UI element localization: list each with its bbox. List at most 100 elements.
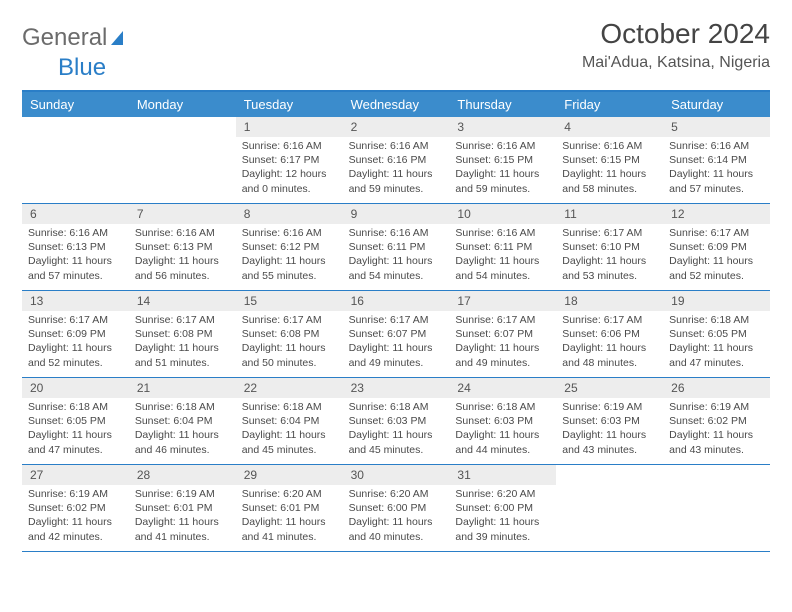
calendar-cell: 19Sunrise: 6:18 AMSunset: 6:05 PMDayligh… [663, 291, 770, 377]
day-content: Sunrise: 6:16 AMSunset: 6:13 PMDaylight:… [22, 224, 129, 287]
sunset-text: Sunset: 6:05 PM [669, 327, 764, 341]
sunset-text: Sunset: 6:00 PM [455, 501, 550, 515]
day-number: 27 [22, 465, 129, 485]
sunset-text: Sunset: 6:00 PM [349, 501, 444, 515]
calendar-cell: 26Sunrise: 6:19 AMSunset: 6:02 PMDayligh… [663, 378, 770, 464]
sunrise-text: Sunrise: 6:16 AM [349, 139, 444, 153]
day-content: Sunrise: 6:18 AMSunset: 6:03 PMDaylight:… [449, 398, 556, 461]
month-title: October 2024 [582, 18, 770, 50]
calendar-cell: 5Sunrise: 6:16 AMSunset: 6:14 PMDaylight… [663, 117, 770, 203]
day-content: Sunrise: 6:16 AMSunset: 6:15 PMDaylight:… [556, 137, 663, 200]
sunrise-text: Sunrise: 6:17 AM [349, 313, 444, 327]
day-number: 8 [236, 204, 343, 224]
daylight-line2: and 57 minutes. [669, 182, 764, 196]
calendar-cell: 7Sunrise: 6:16 AMSunset: 6:13 PMDaylight… [129, 204, 236, 290]
calendar-cell: 4Sunrise: 6:16 AMSunset: 6:15 PMDaylight… [556, 117, 663, 203]
calendar-cell: 31Sunrise: 6:20 AMSunset: 6:00 PMDayligh… [449, 465, 556, 551]
sunrise-text: Sunrise: 6:17 AM [242, 313, 337, 327]
week-row: 1Sunrise: 6:16 AMSunset: 6:17 PMDaylight… [22, 117, 770, 204]
sunset-text: Sunset: 6:17 PM [242, 153, 337, 167]
sunset-text: Sunset: 6:09 PM [28, 327, 123, 341]
daylight-line2: and 55 minutes. [242, 269, 337, 283]
day-content: Sunrise: 6:17 AMSunset: 6:09 PMDaylight:… [663, 224, 770, 287]
sunset-text: Sunset: 6:02 PM [28, 501, 123, 515]
daylight-line1: Daylight: 11 hours [28, 515, 123, 529]
sunrise-text: Sunrise: 6:18 AM [455, 400, 550, 414]
day-content: Sunrise: 6:16 AMSunset: 6:14 PMDaylight:… [663, 137, 770, 200]
week-row: 6Sunrise: 6:16 AMSunset: 6:13 PMDaylight… [22, 204, 770, 291]
sunset-text: Sunset: 6:15 PM [562, 153, 657, 167]
calendar-cell [556, 465, 663, 551]
daylight-line2: and 50 minutes. [242, 356, 337, 370]
sunrise-text: Sunrise: 6:17 AM [562, 226, 657, 240]
daylight-line2: and 41 minutes. [135, 530, 230, 544]
daylight-line1: Daylight: 11 hours [455, 428, 550, 442]
daylight-line1: Daylight: 11 hours [562, 254, 657, 268]
sunrise-text: Sunrise: 6:20 AM [455, 487, 550, 501]
calendar-cell: 23Sunrise: 6:18 AMSunset: 6:03 PMDayligh… [343, 378, 450, 464]
daylight-line1: Daylight: 11 hours [135, 428, 230, 442]
sunrise-text: Sunrise: 6:17 AM [135, 313, 230, 327]
sunset-text: Sunset: 6:09 PM [669, 240, 764, 254]
location: Mai'Adua, Katsina, Nigeria [582, 54, 770, 72]
sunrise-text: Sunrise: 6:17 AM [669, 226, 764, 240]
day-number: 23 [343, 378, 450, 398]
day-number: 18 [556, 291, 663, 311]
daylight-line1: Daylight: 11 hours [135, 254, 230, 268]
daylight-line2: and 52 minutes. [669, 269, 764, 283]
sunset-text: Sunset: 6:03 PM [455, 414, 550, 428]
day-number: 28 [129, 465, 236, 485]
sunrise-text: Sunrise: 6:19 AM [562, 400, 657, 414]
calendar-cell [22, 117, 129, 203]
day-header-cell: Saturday [663, 92, 770, 117]
daylight-line2: and 44 minutes. [455, 443, 550, 457]
day-content: Sunrise: 6:20 AMSunset: 6:00 PMDaylight:… [343, 485, 450, 548]
day-header-cell: Tuesday [236, 92, 343, 117]
day-number: 2 [343, 117, 450, 137]
calendar-cell: 16Sunrise: 6:17 AMSunset: 6:07 PMDayligh… [343, 291, 450, 377]
daylight-line2: and 59 minutes. [455, 182, 550, 196]
day-content: Sunrise: 6:17 AMSunset: 6:07 PMDaylight:… [343, 311, 450, 374]
day-content: Sunrise: 6:17 AMSunset: 6:08 PMDaylight:… [236, 311, 343, 374]
sunrise-text: Sunrise: 6:18 AM [349, 400, 444, 414]
day-content: Sunrise: 6:19 AMSunset: 6:01 PMDaylight:… [129, 485, 236, 548]
daylight-line2: and 54 minutes. [349, 269, 444, 283]
daylight-line1: Daylight: 11 hours [28, 341, 123, 355]
logo-word2: Blue [58, 54, 118, 82]
day-content: Sunrise: 6:16 AMSunset: 6:17 PMDaylight:… [236, 137, 343, 200]
calendar-cell: 29Sunrise: 6:20 AMSunset: 6:01 PMDayligh… [236, 465, 343, 551]
day-content: Sunrise: 6:18 AMSunset: 6:04 PMDaylight:… [236, 398, 343, 461]
daylight-line1: Daylight: 11 hours [455, 167, 550, 181]
daylight-line1: Daylight: 12 hours [242, 167, 337, 181]
calendar-cell: 17Sunrise: 6:17 AMSunset: 6:07 PMDayligh… [449, 291, 556, 377]
day-number: 29 [236, 465, 343, 485]
calendar-cell: 3Sunrise: 6:16 AMSunset: 6:15 PMDaylight… [449, 117, 556, 203]
day-content: Sunrise: 6:16 AMSunset: 6:12 PMDaylight:… [236, 224, 343, 287]
daylight-line1: Daylight: 11 hours [455, 515, 550, 529]
day-content: Sunrise: 6:19 AMSunset: 6:02 PMDaylight:… [22, 485, 129, 548]
calendar-cell: 11Sunrise: 6:17 AMSunset: 6:10 PMDayligh… [556, 204, 663, 290]
daylight-line2: and 43 minutes. [669, 443, 764, 457]
day-header-row: SundayMondayTuesdayWednesdayThursdayFrid… [22, 92, 770, 117]
daylight-line2: and 43 minutes. [562, 443, 657, 457]
daylight-line2: and 40 minutes. [349, 530, 444, 544]
day-content: Sunrise: 6:18 AMSunset: 6:05 PMDaylight:… [22, 398, 129, 461]
daylight-line2: and 56 minutes. [135, 269, 230, 283]
day-content: Sunrise: 6:20 AMSunset: 6:00 PMDaylight:… [449, 485, 556, 548]
daylight-line1: Daylight: 11 hours [349, 341, 444, 355]
sunset-text: Sunset: 6:15 PM [455, 153, 550, 167]
sunrise-text: Sunrise: 6:18 AM [135, 400, 230, 414]
day-number: 26 [663, 378, 770, 398]
daylight-line1: Daylight: 11 hours [135, 515, 230, 529]
calendar-cell: 9Sunrise: 6:16 AMSunset: 6:11 PMDaylight… [343, 204, 450, 290]
sunrise-text: Sunrise: 6:19 AM [135, 487, 230, 501]
daylight-line2: and 47 minutes. [669, 356, 764, 370]
sunset-text: Sunset: 6:13 PM [135, 240, 230, 254]
daylight-line2: and 58 minutes. [562, 182, 657, 196]
sunrise-text: Sunrise: 6:16 AM [242, 139, 337, 153]
sunrise-text: Sunrise: 6:16 AM [562, 139, 657, 153]
calendar-cell: 18Sunrise: 6:17 AMSunset: 6:06 PMDayligh… [556, 291, 663, 377]
day-number: 31 [449, 465, 556, 485]
day-content: Sunrise: 6:17 AMSunset: 6:06 PMDaylight:… [556, 311, 663, 374]
calendar-cell: 2Sunrise: 6:16 AMSunset: 6:16 PMDaylight… [343, 117, 450, 203]
